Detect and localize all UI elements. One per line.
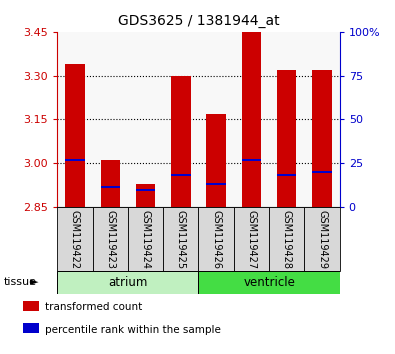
Bar [163,207,199,271]
Bar [23,323,40,333]
Bar [65,64,85,207]
Bar [57,207,92,271]
Text: percentile rank within the sample: percentile rank within the sample [45,325,221,335]
Text: transformed count: transformed count [45,302,142,313]
Bar [234,207,269,271]
Text: GSM119425: GSM119425 [176,210,186,269]
Bar [171,174,190,176]
Bar [136,189,155,190]
Bar [136,184,155,207]
Bar [199,207,234,271]
Bar [100,160,120,207]
Text: atrium: atrium [108,276,148,289]
Bar [207,183,226,185]
Bar [171,76,190,207]
Bar [207,114,226,207]
Text: GSM119424: GSM119424 [141,210,150,269]
Text: GSM119423: GSM119423 [105,210,115,269]
Bar [100,185,120,188]
Text: GSM119422: GSM119422 [70,210,80,269]
Bar [65,159,85,161]
Text: ventricle: ventricle [243,276,295,289]
Bar [57,271,199,294]
Bar [92,207,128,271]
Text: GSM119429: GSM119429 [317,210,327,269]
Bar [269,207,305,271]
Text: ►: ► [30,277,38,287]
Text: tissue: tissue [4,277,37,287]
Bar [277,174,297,176]
Text: GSM119427: GSM119427 [246,210,256,269]
Bar [242,32,261,207]
Text: GSM119428: GSM119428 [282,210,292,269]
Title: GDS3625 / 1381944_at: GDS3625 / 1381944_at [118,14,279,28]
Bar [312,171,332,173]
Bar [128,207,163,271]
Bar [312,70,332,207]
Bar [242,159,261,161]
Bar [23,301,40,311]
Bar [199,271,340,294]
Bar [305,207,340,271]
Bar [277,70,297,207]
Text: GSM119426: GSM119426 [211,210,221,269]
